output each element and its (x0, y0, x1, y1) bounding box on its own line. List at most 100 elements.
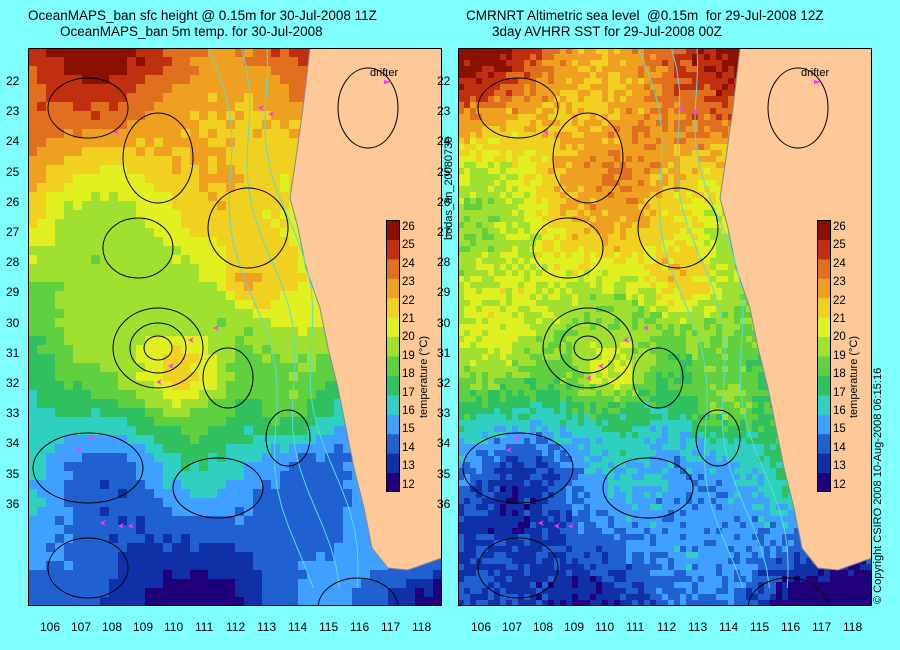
left-lat-tick-36: 36 (6, 496, 20, 511)
left-colorbar-tick-25: 25 (402, 239, 415, 252)
height-contour (747, 577, 829, 606)
left-lon-tick-117: 117 (381, 620, 401, 634)
right-lat-tick-34: 34 (437, 436, 451, 451)
left-colorbar-tick-19: 19 (402, 349, 415, 362)
colorbar-segment (386, 220, 400, 240)
right-colorbar-tick-26: 26 (833, 221, 846, 233)
right-lon-tick-118: 118 (843, 620, 863, 634)
height-contour (559, 322, 617, 374)
height-contour (47, 77, 129, 139)
drifter-marker (506, 447, 512, 453)
colorbar-segment (817, 472, 831, 493)
left-colorbar-tick-14: 14 (402, 441, 415, 454)
left-colorbar-tick-20: 20 (402, 331, 415, 344)
left-colorbar-tick-23: 23 (402, 276, 415, 289)
left-map-panel (28, 48, 442, 606)
left-lon-tick-116: 116 (350, 620, 370, 634)
right-lat-tick-26: 26 (437, 194, 451, 209)
drifter-marker (118, 523, 124, 529)
colorbar-segment (817, 297, 831, 318)
colorbar-segment (386, 375, 400, 396)
height-contour (32, 432, 144, 504)
left-lon-tick-115: 115 (319, 620, 339, 634)
colorbar-segment (386, 278, 400, 299)
right-lon-tick-114: 114 (719, 620, 739, 634)
colorbar-segment (817, 453, 831, 474)
bathymetry-line (198, 48, 359, 589)
left-colorbar-tick-13: 13 (402, 460, 415, 473)
right-lon-tick-117: 117 (812, 620, 832, 634)
height-contour (573, 335, 603, 361)
height-contour (317, 577, 399, 606)
height-contour (602, 457, 694, 519)
left-colorbar-title: temperature (°C) (418, 335, 430, 418)
right-lon-tick-106: 106 (471, 620, 492, 634)
height-contour (47, 537, 129, 599)
map-frame (28, 48, 442, 606)
bathymetry-line (198, 48, 314, 589)
drifter-marker (88, 435, 94, 441)
left-drifter-label: drifter (370, 67, 399, 79)
right-lon-tick-110: 110 (595, 620, 615, 634)
left-temperature-map (28, 48, 442, 606)
colorbar-segment (386, 239, 400, 260)
left-colorbar-tick-22: 22 (402, 294, 415, 307)
right-lat-tick-28: 28 (437, 255, 451, 270)
right-colorbar-tick-17: 17 (833, 386, 846, 399)
left-colorbar-tick-16: 16 (402, 405, 415, 417)
right-colorbar (817, 220, 831, 493)
right-lon-tick-115: 115 (750, 620, 770, 634)
left-lon-tick-111: 111 (195, 620, 214, 634)
colorbar-segment (386, 317, 400, 338)
drifter-marker (168, 363, 174, 369)
right-lat-tick-31: 31 (437, 345, 451, 360)
left-lat-tick-24: 24 (6, 134, 20, 149)
bathymetry-line (198, 48, 340, 589)
drifter-marker (100, 520, 106, 526)
colorbar-segment (386, 336, 400, 357)
drifter-marker (643, 325, 649, 331)
colorbar-segment (817, 375, 831, 396)
left-colorbar-tick-26: 26 (402, 221, 415, 233)
colorbar-segment (817, 278, 831, 299)
left-lat-tick-29: 29 (6, 285, 20, 300)
right-colorbar-tick-23: 23 (833, 276, 846, 289)
colorbar-segment (817, 258, 831, 279)
map-frame (458, 48, 872, 606)
colorbar-segment (386, 258, 400, 279)
drifter-marker (538, 520, 544, 526)
right-lat-tick-36: 36 (437, 496, 451, 511)
left-title-line2: OceanMAPS_ban 5m temp. for 30-Jul-2008 (60, 24, 323, 39)
right-map-panel (458, 48, 872, 606)
colorbar-segment (817, 239, 831, 260)
right-title-line1: CMRNRT Altimetric sea level @0.15m for 2… (466, 8, 824, 23)
right-colorbar-tick-12: 12 (833, 478, 846, 491)
colorbar-segment (817, 394, 831, 415)
colorbar-segment (386, 414, 400, 435)
right-colorbar-tick-22: 22 (833, 294, 846, 307)
height-contour (265, 409, 311, 467)
left-lat-tick-23: 23 (6, 104, 20, 119)
height-contour (477, 537, 559, 599)
left-lat-tick-32: 32 (6, 376, 20, 390)
left-lat-tick-35: 35 (6, 466, 20, 481)
copyright-label: © Copyright CSIRO 2008 10-Aug-2008 06:15… (872, 367, 884, 604)
right-lat-tick-33: 33 (437, 406, 451, 421)
drifter-marker (188, 337, 194, 343)
height-contour (552, 112, 624, 204)
drifter-marker (692, 109, 698, 115)
height-contour (337, 67, 399, 149)
drifter-marker (268, 111, 274, 117)
left-lat-tick-34: 34 (6, 436, 20, 451)
left-colorbar-tick-18: 18 (402, 368, 415, 381)
right-colorbar-title: temperature (°C) (848, 335, 860, 418)
right-lat-tick-23: 23 (437, 104, 451, 119)
bathymetry-line (628, 48, 770, 589)
drifter-marker (113, 129, 119, 135)
height-contour (767, 67, 829, 149)
colorbar-segment (817, 414, 831, 435)
left-colorbar-tick-21: 21 (402, 313, 415, 325)
right-colorbar-tick-15: 15 (833, 423, 846, 436)
colorbar-segment (386, 453, 400, 474)
left-lon-tick-110: 110 (164, 620, 184, 634)
